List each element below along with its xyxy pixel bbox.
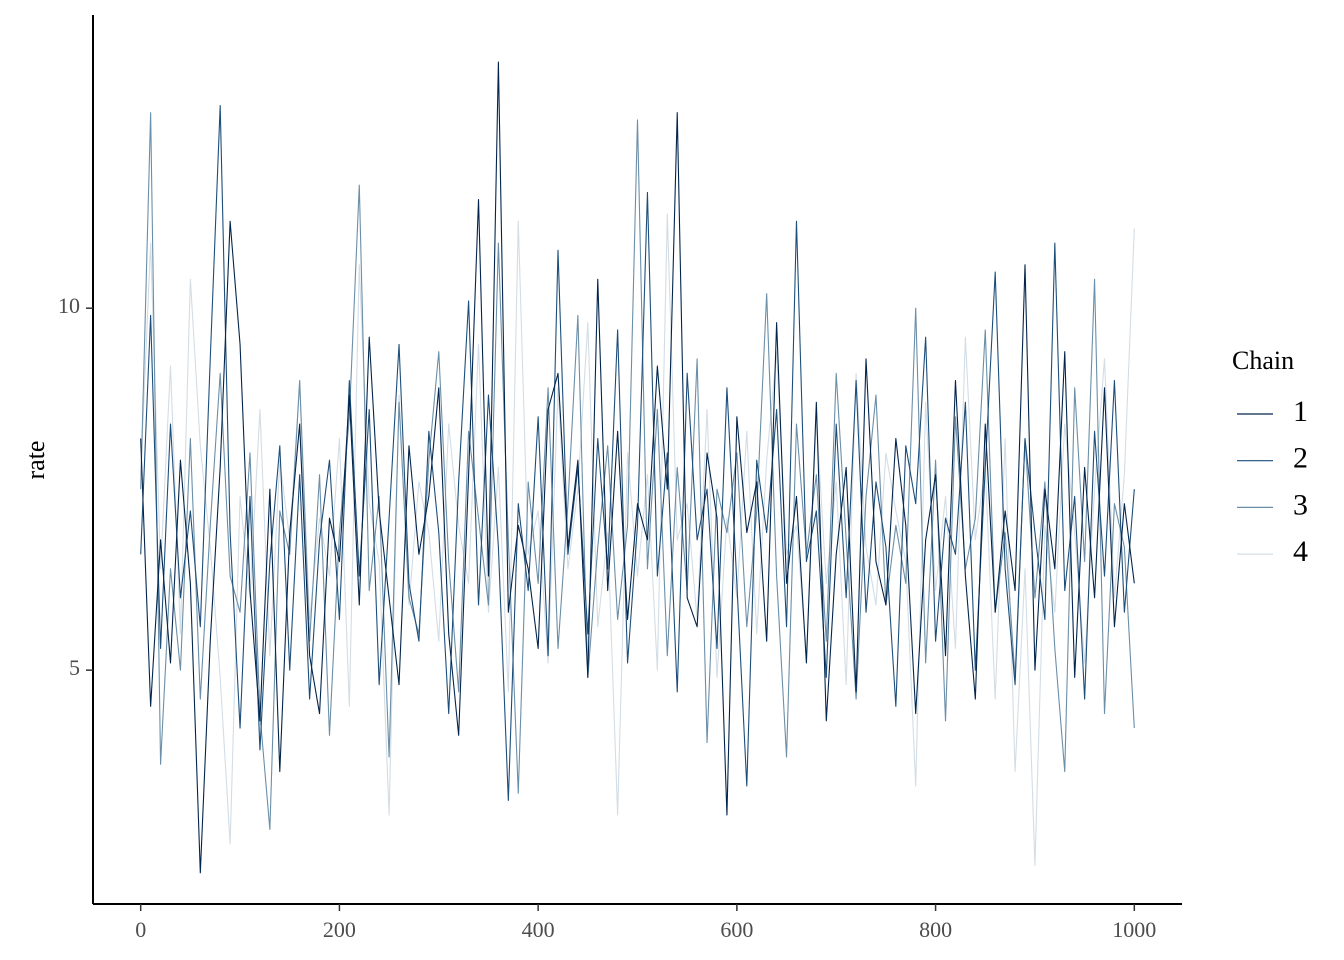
legend-label: 4 [1293, 535, 1308, 568]
x-tick-label: 400 [522, 917, 555, 942]
legend-label: 1 [1293, 395, 1308, 428]
y-tick-label: 5 [69, 655, 80, 680]
trace-line [140, 112, 1135, 830]
trace-line [140, 213, 1135, 867]
x-tick-label: 200 [323, 917, 356, 942]
x-tick-label: 600 [720, 917, 753, 942]
legend-label: 3 [1293, 488, 1308, 521]
legend-title: Chain [1232, 346, 1294, 375]
trace-line [140, 61, 1135, 874]
x-tick-label: 1000 [1112, 917, 1156, 942]
x-tick-label: 0 [135, 917, 146, 942]
legend-label: 2 [1293, 442, 1308, 475]
trace-line [140, 104, 1135, 802]
y-axis-title: rate [21, 441, 50, 480]
y-tick-label: 10 [58, 293, 80, 318]
x-tick-label: 800 [919, 917, 952, 942]
